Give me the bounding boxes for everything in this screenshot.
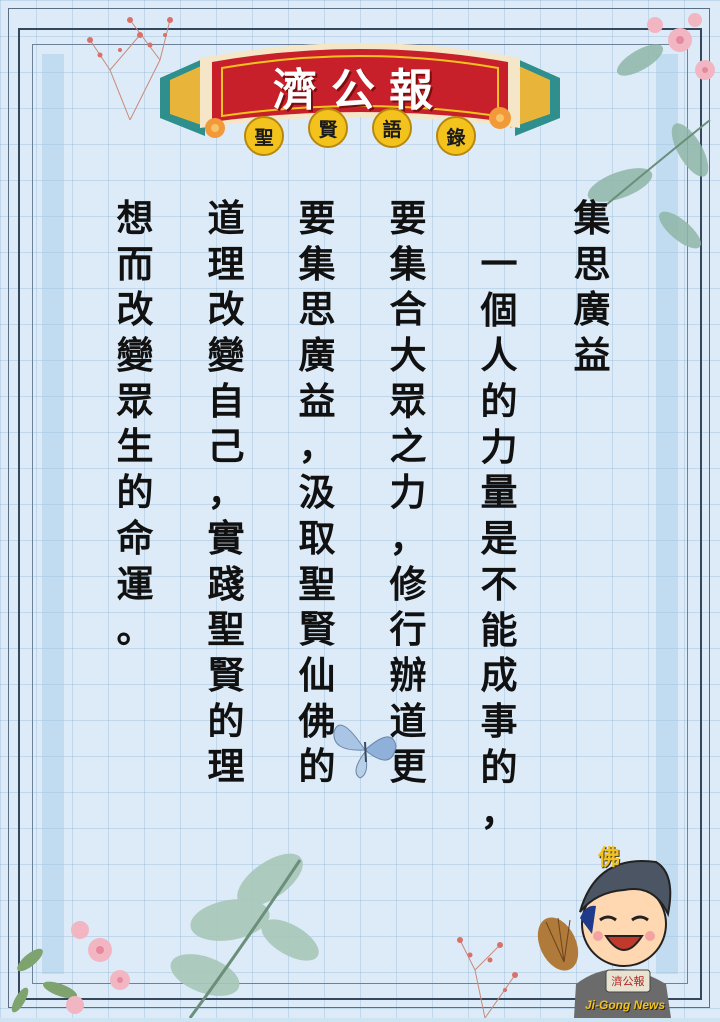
poem-char: 集 [573,196,611,240]
banner-title: 濟公報 [273,65,447,116]
poem-char: 聖 [298,561,336,606]
poem-char: 之 [389,424,427,469]
poem-char: 益 [298,378,336,423]
mascot-brand: Ji-Gong News [584,998,665,1012]
poem-char: 。 [116,607,154,652]
poem-char: 己 [207,424,245,469]
poem-char: 取 [298,515,336,560]
poem-char: 思 [573,241,611,286]
poem-column-2: 一 個 人 的 力 量 是 不 能 成 事 的 ， [474,242,524,836]
jigong-mascot-figure-icon [537,860,672,1018]
poem-char: 的 [480,379,518,424]
poem-char: 改 [207,287,245,332]
poem-char: 賢 [207,652,245,697]
poem-char: 改 [116,287,154,332]
poem-column-3: 要 集 合 大 眾 之 力 ， 修 行 辦 道 更 [383,196,433,790]
poem-char: 眾 [389,378,427,423]
poem-char: 大 [389,333,427,378]
poem-char: 踐 [207,561,245,606]
mascot-sign-text: 濟公報 [611,975,645,988]
main-frame [18,28,702,1000]
poem-char: 汲 [298,470,336,515]
banner-shape-icon [160,43,560,138]
poem-char: 辦 [389,652,427,697]
badge-sheng: 聖 [244,116,284,156]
poem-char: 更 [389,744,427,789]
poem-char: ， [207,470,245,515]
poem-char: 益 [573,333,611,378]
poem-char: 的 [480,744,518,789]
bottom-center-berry-sprig-icon [457,937,518,1018]
poem-char: 命 [116,515,154,560]
outer-frame [8,8,710,1008]
poem-char: 廣 [298,333,336,378]
poem-char: 理 [207,744,245,789]
poem-char: 廣 [573,287,611,332]
poem-char: 的 [116,470,154,515]
poem-char: 眾 [116,378,154,423]
poem-char: 不 [480,561,518,606]
poem-char: 理 [207,241,245,286]
poem-char: 自 [207,378,245,423]
poem-char: 一 [480,242,518,286]
title-banner: 濟公報 聖 賢 語 錄 [160,28,560,156]
poem-column-5: 道 理 改 變 自 己 ， 實 踐 聖 賢 的 理 [201,196,251,790]
poem-char: 量 [480,470,518,515]
poem-char: 道 [389,698,427,743]
bottom-left-flowers-leaves-icon [11,853,319,1018]
poem-char: 運 [116,561,154,606]
poem-char: 實 [207,515,245,560]
left-color-band [42,54,64,974]
poem-column-1: 集 思 廣 益 [567,196,617,379]
poem-char: 能 [480,607,518,652]
jigong-mascot: 佛 濟公報 Ji-Gong News [536,834,696,1018]
poem-char: 道 [207,196,245,240]
butterfly-icon [333,724,397,779]
poem-char: 生 [116,424,154,469]
poem-char: 力 [389,470,427,515]
poem-char: 而 [116,241,154,286]
poem-char: 成 [480,653,518,698]
poem-char: ， [298,424,336,469]
badge-xian: 賢 [308,108,348,148]
poem-char: 行 [389,607,427,652]
poem-char: 佛 [298,698,336,743]
poem-char: 思 [298,287,336,332]
poem-char: 力 [480,424,518,469]
poem-char: 集 [298,241,336,286]
top-left-flower-sprig-icon [87,17,173,121]
poem-char: 集 [389,241,427,286]
badge-yu: 語 [372,108,412,148]
poem-char: 人 [480,333,518,378]
poem-char: 的 [298,744,336,789]
poem-char: 修 [389,561,427,606]
mascot-hat-char: 佛 [598,845,621,871]
poem-char: 事 [480,698,518,743]
poem-column-6: 想 而 改 變 眾 生 的 命 運 。 [110,196,160,653]
poem-char: 要 [298,196,336,240]
poem-char: 要 [389,196,427,240]
poem-char: 個 [480,287,518,332]
right-color-band [656,54,678,974]
poem-char: 賢 [298,607,336,652]
poem-char: 變 [207,333,245,378]
poem-char: 變 [116,333,154,378]
poem-char: 想 [116,196,154,240]
poem-char: 仙 [298,652,336,697]
poem-char: ， [389,515,427,560]
badge-lu: 錄 [436,116,476,156]
poem-char: 合 [389,287,427,332]
poem-char: 的 [207,698,245,743]
poem-column-4: 要 集 思 廣 益 ， 汲 取 聖 賢 仙 佛 的 [292,196,342,790]
top-right-flowers-leaves-icon [587,13,715,249]
poem-char: 聖 [207,607,245,652]
poem-char: ， [480,790,518,835]
poem-char: 是 [480,516,518,561]
